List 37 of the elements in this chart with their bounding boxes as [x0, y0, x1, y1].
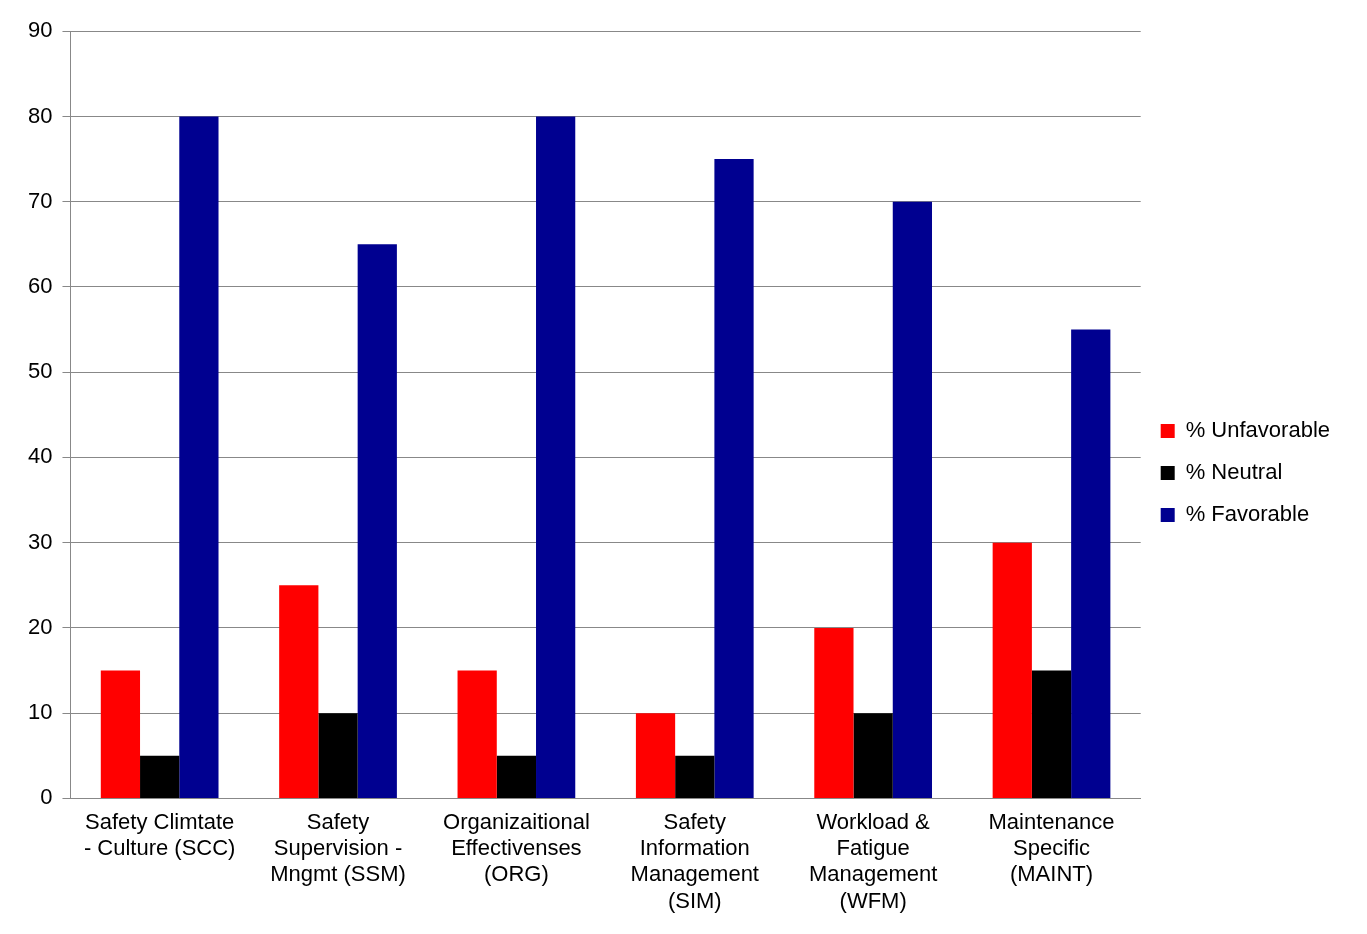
y-tick-label: 90 — [27, 17, 53, 43]
bar — [100, 670, 141, 798]
y-tick-label: 20 — [27, 613, 53, 639]
bar — [536, 116, 576, 798]
bar — [714, 159, 754, 798]
bar — [1031, 670, 1072, 798]
bar — [179, 116, 219, 798]
x-tick-label: Workload & Fatigue Management (WFM) — [808, 808, 938, 913]
bar — [635, 713, 676, 798]
x-tick-label: Safety Climtate - Culture (SCC) — [83, 808, 236, 861]
bar — [318, 713, 358, 798]
legend-label: % Unfavorable — [1185, 417, 1331, 443]
bar — [496, 755, 537, 798]
bar — [140, 755, 180, 798]
x-tick-label: Safety Information Management (SIM) — [630, 808, 759, 913]
y-tick-label: 50 — [27, 358, 53, 384]
y-tick-label: 40 — [27, 443, 53, 469]
y-tick-label: 60 — [27, 273, 53, 298]
bar — [457, 670, 497, 798]
y-tick-label: 0 — [40, 784, 53, 810]
y-tick-label: 30 — [27, 528, 53, 554]
bar — [853, 713, 893, 798]
legend-label: % Favorable — [1185, 501, 1310, 527]
bar — [279, 585, 319, 798]
bar — [892, 201, 933, 798]
bar — [1071, 329, 1111, 798]
y-tick-label: 70 — [27, 187, 53, 213]
x-tick-label: Safety Supervision - Mngmt (SSM) — [270, 808, 406, 887]
bar — [675, 755, 715, 798]
bar — [814, 627, 854, 798]
legend-label: % Neutral — [1185, 459, 1283, 485]
y-tick-label: 80 — [27, 102, 53, 128]
x-tick-label: Organizaitional Effectivenses (ORG) — [443, 808, 590, 887]
y-tick-label: 10 — [27, 699, 53, 725]
bar — [992, 542, 1032, 798]
x-tick-label: Maintenance Specific (MAINT) — [988, 808, 1115, 887]
bar — [357, 244, 397, 798]
